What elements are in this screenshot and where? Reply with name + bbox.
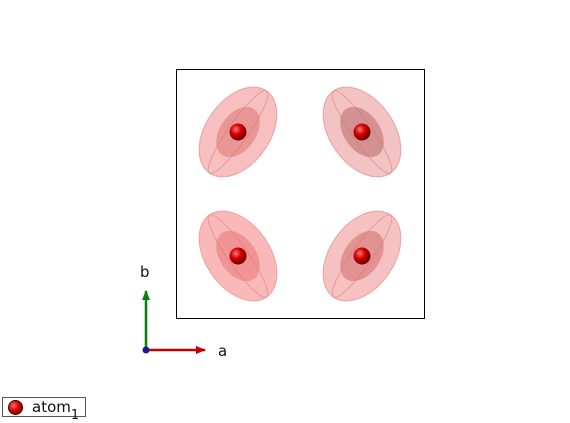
atom-legend-icon [8,400,23,415]
unit-cell-boundary [177,70,425,319]
atom-sphere [354,248,371,265]
atom-site-top-right[interactable] [307,73,417,192]
c-axis-marker [143,347,150,354]
legend: atom1 [2,397,86,417]
atom-sphere [354,124,371,141]
b-axis-label: b [140,263,150,281]
atom-sphere [230,248,247,265]
atom-sphere [230,124,247,141]
a-axis-label: a [218,342,227,360]
legend-label: atom1 [32,398,79,422]
legend-subscript: 1 [71,408,79,423]
atom-site-top-left[interactable] [183,73,293,192]
atom-site-bottom-right[interactable] [307,197,417,316]
atom-site-bottom-left[interactable] [183,197,293,316]
